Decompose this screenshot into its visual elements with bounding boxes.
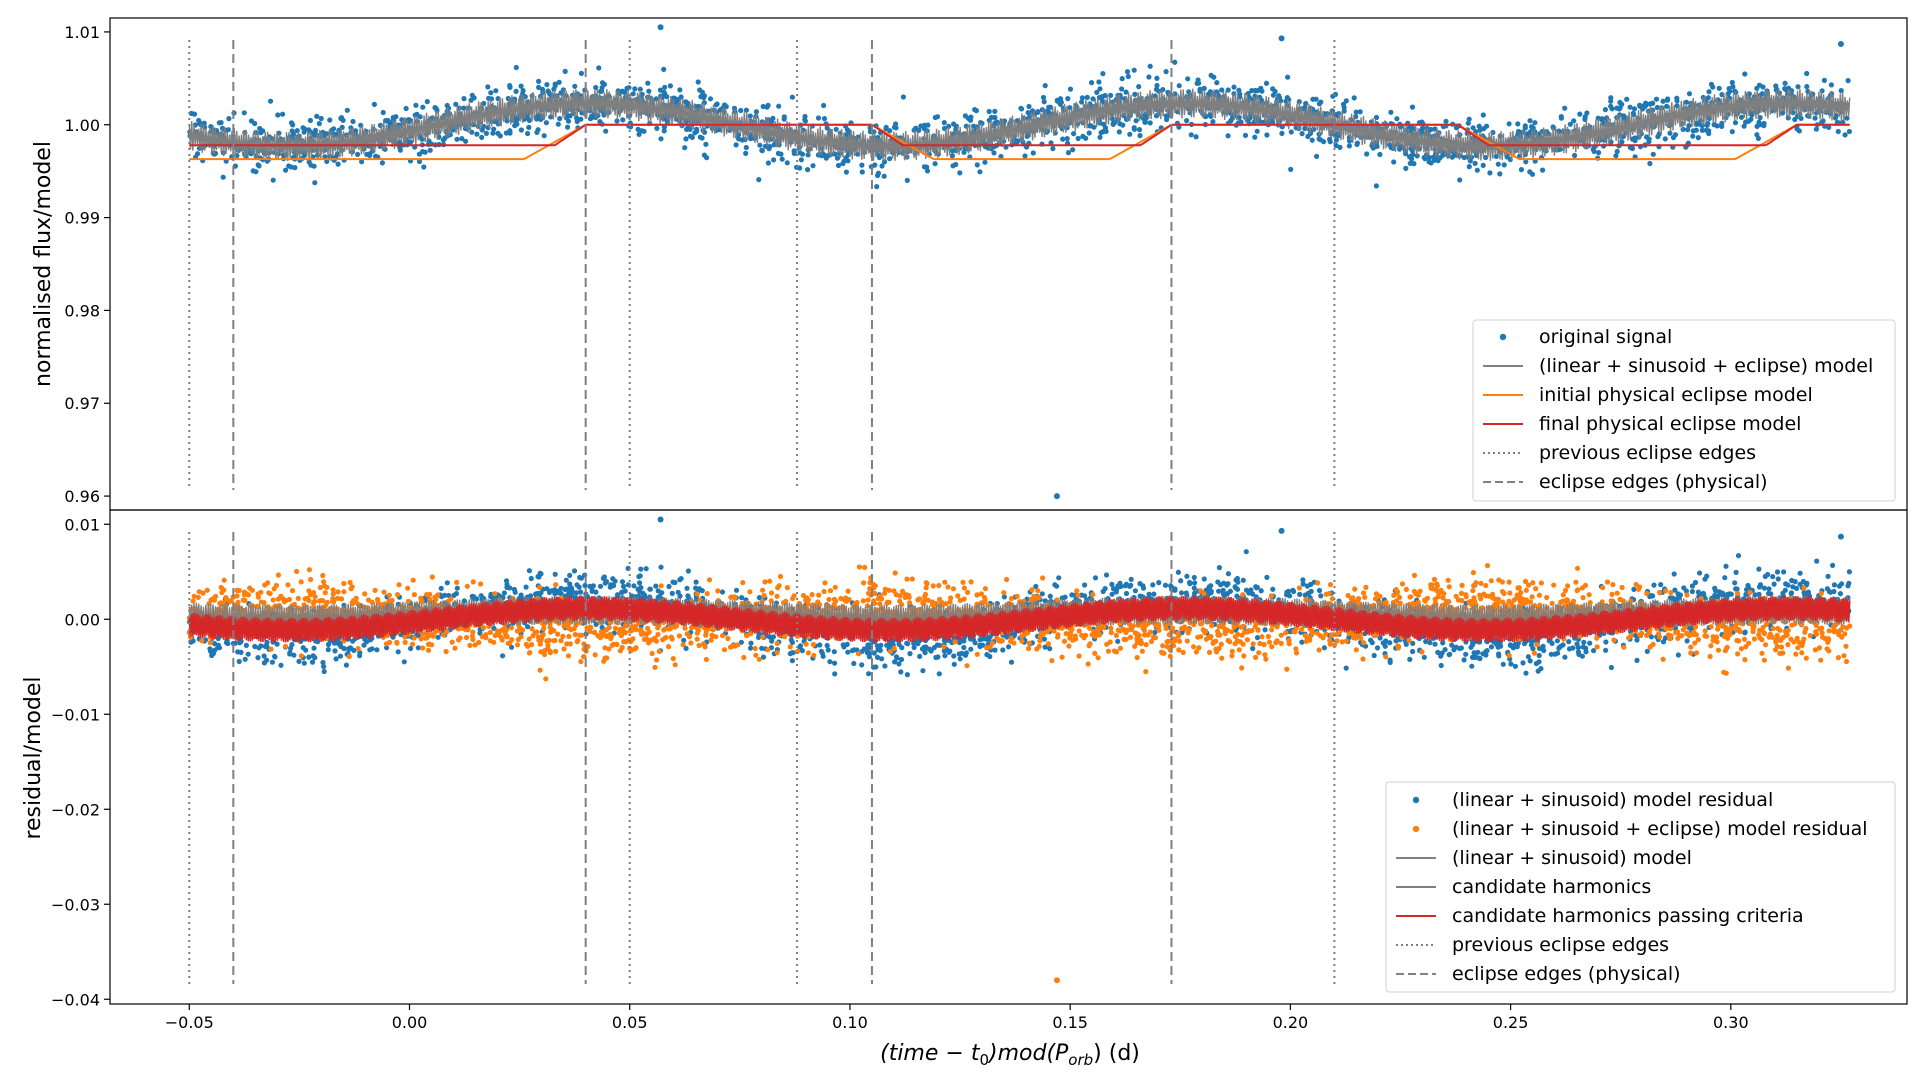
legend-label-passing-harmonics: candidate harmonics passing criteria (1452, 905, 1804, 927)
bottom-ytick-label-5: −0.04 (51, 990, 100, 1009)
initial-eclipse-line (189, 123, 1850, 161)
lse-model-line (188, 88, 1851, 162)
final-eclipse-line (189, 123, 1850, 147)
bottom-panel: 0.01 0.00 −0.01 −0.02 −0.03 −0.04 −0.05 0.00 0.0… (21, 509, 1908, 1069)
top-axes: 0.96 0.97 0.98 0.99 1.00 1.01 (64, 23, 110, 506)
top-ytick-label-2: 0.98 (64, 301, 100, 320)
legend-label-physical-edges: eclipse edges (physical) (1539, 471, 1768, 493)
xtick-label-2: 0.05 (612, 1013, 648, 1032)
bottom-ytick-label-1: 0.00 (64, 610, 100, 629)
bottom-ytick-label-0: 0.01 (64, 515, 100, 534)
xtick-label-4: 0.15 (1052, 1013, 1088, 1032)
top-panel: 0.96 0.97 0.98 0.99 1.00 1.01 normalised flux… (31, 17, 1908, 511)
xtick-label-3: 0.10 (832, 1013, 868, 1032)
legend-marker-original-signal (1499, 333, 1507, 341)
xtick-label-1: 0.00 (392, 1013, 428, 1032)
outlier-point-top-1 (657, 24, 664, 31)
bottom-ytick-label-3: −0.02 (51, 800, 100, 819)
outlier-point-bottom-3 (1837, 533, 1844, 540)
passing-harmonics-line (188, 595, 1851, 643)
top-ytick-label-4: 1.00 (64, 116, 100, 135)
top-ytick-label-5: 1.01 (64, 23, 100, 42)
top-plot-area (187, 24, 1853, 500)
top-legend: original signal (linear + sinusoid + ecl… (1472, 319, 1896, 502)
legend-label-physical-edges-bottom: eclipse edges (physical) (1452, 963, 1681, 985)
top-ytick-label-3: 0.99 (64, 209, 100, 228)
legend-label-previous-edges-bottom: previous eclipse edges (1452, 934, 1669, 956)
xtick-label-5: 0.20 (1273, 1013, 1309, 1032)
outlier-point-bottom-1 (657, 516, 664, 523)
bottom-plot-area (186, 516, 1853, 984)
top-ytick-label-1: 0.97 (64, 394, 100, 413)
legend-marker-lse-residual (1412, 825, 1420, 833)
outlier-point-bottom-0 (1053, 977, 1060, 984)
xtick-label-0: −0.05 (165, 1013, 214, 1032)
legend-label-ls-residual: (linear + sinusoid) model residual (1452, 789, 1773, 811)
bottom-ytick-label-2: −0.01 (51, 705, 100, 724)
lse-residual-points (186, 562, 1853, 682)
outlier-point-top-3 (1837, 40, 1844, 47)
legend-label-initial-eclipse: initial physical eclipse model (1539, 384, 1813, 406)
top-ylabel: normalised flux/model (31, 141, 56, 387)
xtick-label-6: 0.25 (1493, 1013, 1529, 1032)
outlier-point-top-0 (1053, 493, 1060, 500)
legend-label-previous-edges: previous eclipse edges (1539, 442, 1756, 464)
legend-marker-ls-residual (1412, 796, 1420, 804)
legend-label-original-signal: original signal (1539, 326, 1672, 348)
legend-label-ls-model: (linear + sinusoid) model (1452, 847, 1692, 869)
legend-label-candidate-harmonics: candidate harmonics (1452, 876, 1651, 898)
bottom-axes: 0.01 0.00 −0.01 −0.02 −0.03 −0.04 −0.05 0.00 0.0… (51, 515, 1749, 1032)
outlier-point-bottom-2 (1278, 527, 1285, 534)
bottom-legend: (linear + sinusoid) model residual (line… (1385, 781, 1896, 993)
bottom-axes-frame (109, 509, 1908, 1005)
legend-label-lse-residual: (linear + sinusoid + eclipse) model resi… (1452, 818, 1868, 840)
bottom-ylabel: residual/model (21, 676, 46, 839)
legend-label-lse-model: (linear + sinusoid + eclipse) model (1539, 355, 1873, 377)
xtick-label-7: 0.30 (1713, 1013, 1749, 1032)
bottom-ytick-label-4: −0.03 (51, 895, 100, 914)
legend-label-final-eclipse: final physical eclipse model (1539, 413, 1801, 435)
x-axis-label: (time − t0)mod(Porb) (d) (880, 1041, 1140, 1069)
top-ytick-label-0: 0.96 (64, 487, 100, 506)
outlier-point-top-2 (1278, 35, 1285, 42)
